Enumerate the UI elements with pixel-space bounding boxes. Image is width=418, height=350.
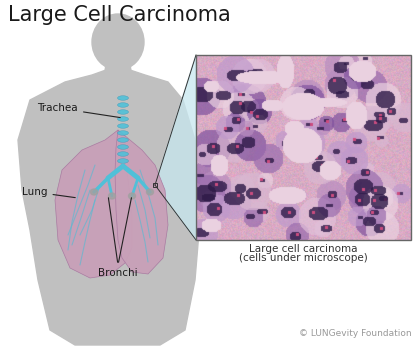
Ellipse shape <box>117 152 128 156</box>
Ellipse shape <box>117 138 128 142</box>
Ellipse shape <box>128 193 135 199</box>
Ellipse shape <box>117 117 128 121</box>
Ellipse shape <box>117 131 128 135</box>
Text: © LUNGevity Foundation: © LUNGevity Foundation <box>299 329 412 338</box>
Ellipse shape <box>117 145 128 149</box>
Bar <box>153 183 157 187</box>
Polygon shape <box>55 130 132 278</box>
Ellipse shape <box>117 159 128 163</box>
Polygon shape <box>103 64 133 85</box>
Ellipse shape <box>91 189 97 195</box>
Text: Large cell carcinoma: Large cell carcinoma <box>249 244 358 254</box>
Ellipse shape <box>92 14 144 70</box>
Ellipse shape <box>117 96 128 100</box>
Text: (cells under microscope): (cells under microscope) <box>239 253 368 263</box>
Text: Lung: Lung <box>22 187 75 198</box>
Text: Trachea: Trachea <box>37 103 120 118</box>
Ellipse shape <box>117 103 128 107</box>
Ellipse shape <box>117 110 128 114</box>
Text: Bronchi: Bronchi <box>98 268 138 278</box>
Ellipse shape <box>109 193 115 199</box>
Ellipse shape <box>117 124 128 128</box>
Ellipse shape <box>146 189 153 195</box>
Polygon shape <box>115 130 168 274</box>
Polygon shape <box>18 70 200 345</box>
Bar <box>196 55 411 240</box>
Text: Large Cell Carcinoma: Large Cell Carcinoma <box>8 5 231 25</box>
Polygon shape <box>155 55 196 240</box>
